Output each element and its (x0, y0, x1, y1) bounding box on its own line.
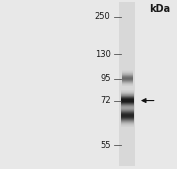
Bar (122, 76, 133, 77)
Bar (121, 93, 134, 94)
Bar (121, 107, 134, 108)
Bar (121, 108, 134, 109)
Bar (122, 77, 133, 78)
Bar (121, 94, 134, 95)
Bar (121, 111, 134, 112)
Bar (121, 114, 134, 115)
Bar (121, 106, 134, 107)
Bar (121, 96, 134, 97)
Bar (121, 102, 134, 103)
Bar (121, 105, 134, 106)
Bar (121, 122, 134, 123)
Bar (121, 115, 134, 116)
Bar (121, 104, 134, 105)
Bar (121, 100, 134, 101)
Bar (121, 126, 134, 127)
Bar (121, 123, 134, 124)
Text: kDa: kDa (150, 4, 171, 14)
Bar (121, 105, 134, 106)
Bar (122, 74, 133, 75)
Bar (122, 71, 133, 72)
Bar (121, 113, 134, 114)
Text: 250: 250 (95, 12, 111, 21)
Bar (122, 73, 133, 74)
Bar (121, 116, 134, 117)
Bar (121, 106, 134, 107)
Bar (122, 75, 133, 76)
Bar (121, 92, 134, 93)
Bar (121, 112, 134, 113)
Bar (121, 101, 134, 102)
Bar (122, 72, 133, 73)
Bar (121, 98, 134, 99)
Bar (122, 70, 133, 71)
Bar (122, 82, 133, 83)
Bar (121, 121, 134, 122)
Bar (122, 83, 133, 84)
Bar (121, 110, 134, 111)
Bar (122, 85, 133, 86)
Bar (122, 81, 133, 82)
Bar (121, 108, 134, 109)
Bar (122, 79, 133, 80)
Bar (121, 107, 134, 108)
Bar (119, 2, 135, 166)
Bar (121, 125, 134, 126)
Bar (121, 91, 134, 92)
Text: 95: 95 (100, 74, 111, 83)
Bar (121, 103, 134, 104)
Bar (121, 124, 134, 125)
Bar (121, 117, 134, 118)
Bar (121, 118, 134, 119)
Bar (121, 109, 134, 110)
Bar (121, 99, 134, 100)
Bar (122, 80, 133, 81)
Text: 55: 55 (100, 141, 111, 150)
Text: 72: 72 (100, 96, 111, 105)
Bar (121, 120, 134, 121)
Bar (121, 109, 134, 110)
Bar (121, 97, 134, 98)
Bar (121, 110, 134, 111)
Bar (121, 95, 134, 96)
Text: 130: 130 (95, 50, 111, 59)
Bar (121, 119, 134, 120)
Bar (121, 90, 134, 91)
Bar (121, 104, 134, 105)
Bar (122, 78, 133, 79)
Bar (122, 84, 133, 85)
